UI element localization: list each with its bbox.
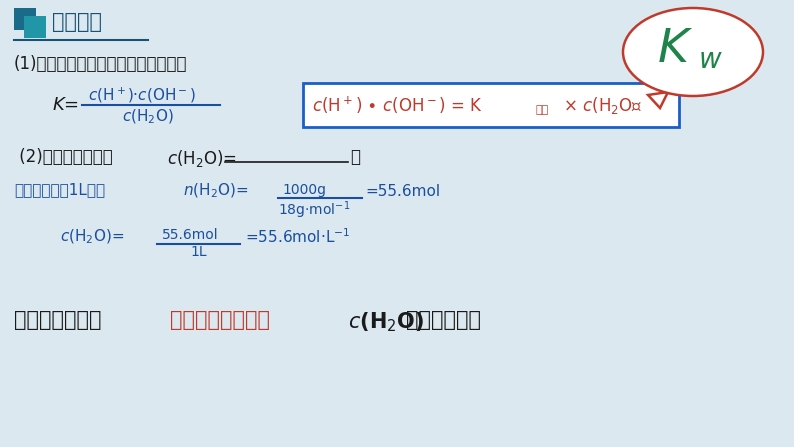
Text: 【问题】: 【问题】 <box>52 12 102 32</box>
FancyBboxPatch shape <box>14 8 36 30</box>
Text: $\mathbf{\mathit{w}}$: $\mathbf{\mathit{w}}$ <box>698 46 723 74</box>
Polygon shape <box>648 92 668 108</box>
Text: $\mathit{c}$(H$_2$O)=: $\mathit{c}$(H$_2$O)= <box>60 228 125 246</box>
FancyBboxPatch shape <box>24 16 46 38</box>
Text: 18g·mol$^{-1}$: 18g·mol$^{-1}$ <box>278 199 350 221</box>
Text: $\mathit{c}$(H$^+$) $\bullet$ $\mathit{c}$(OH$^-$) = K: $\mathit{c}$(H$^+$) $\bullet$ $\mathit{c… <box>312 94 483 116</box>
Text: 电离: 电离 <box>536 105 549 115</box>
Text: 1000g: 1000g <box>282 183 326 197</box>
Text: $\mathit{c}$(H$^+$)·$\mathit{c}$(OH$^-$): $\mathit{c}$(H$^+$)·$\mathit{c}$(OH$^-$) <box>88 85 196 105</box>
Text: $\mathit{c}$(H$_2$O)=: $\mathit{c}$(H$_2$O)= <box>167 148 237 169</box>
Text: $\mathit{n}$(H$_2$O)=: $\mathit{n}$(H$_2$O)= <box>183 182 249 200</box>
Text: (2)计算在纯水中，: (2)计算在纯水中， <box>14 148 113 166</box>
Text: 55.6mol: 55.6mol <box>162 228 218 242</box>
Text: 。: 。 <box>350 148 360 166</box>
Text: $\mathit{c}$(H$_2$O): $\mathit{c}$(H$_2$O) <box>348 310 424 333</box>
Text: 纯水和稀溶液中，: 纯水和稀溶液中， <box>170 310 270 330</box>
Text: $\mathbf{\mathit{K}}$: $\mathbf{\mathit{K}}$ <box>657 28 693 72</box>
Text: 在一定温度下，: 在一定温度下， <box>14 310 102 330</box>
Text: 1L: 1L <box>190 245 206 259</box>
Text: =55.6mol: =55.6mol <box>365 184 440 198</box>
Text: (1)清写出水的电离平衡常数表达式。: (1)清写出水的电离平衡常数表达式。 <box>14 55 187 73</box>
Text: × $\mathit{c}$(H$_2$O）: × $\mathit{c}$(H$_2$O） <box>558 94 642 115</box>
Text: 设水的体积为1L，则: 设水的体积为1L，则 <box>14 182 105 197</box>
Ellipse shape <box>623 8 763 96</box>
Text: =55.6mol·L$^{-1}$: =55.6mol·L$^{-1}$ <box>245 228 350 246</box>
Text: $\mathit{K}$=: $\mathit{K}$= <box>52 96 79 114</box>
Text: 可视为定值。: 可视为定值。 <box>406 310 481 330</box>
Text: $\mathit{c}$(H$_2$O): $\mathit{c}$(H$_2$O) <box>122 108 174 126</box>
FancyBboxPatch shape <box>303 83 679 127</box>
